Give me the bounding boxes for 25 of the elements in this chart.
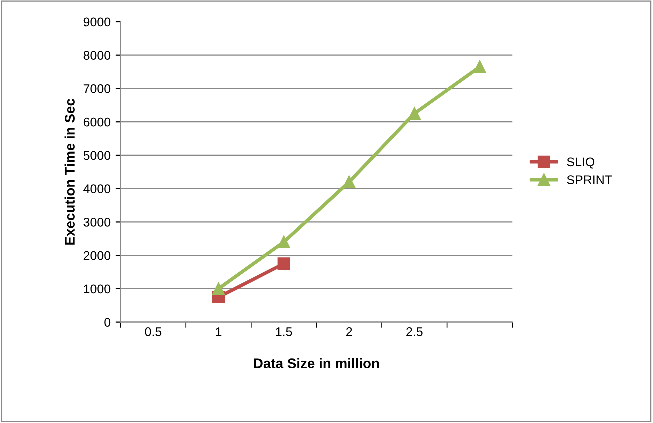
y-tick-label: 6000 (84, 118, 111, 127)
x-axis-title: Data Size in million (254, 358, 380, 368)
point (343, 176, 356, 188)
legend-label: SLIQ (567, 158, 595, 169)
y-axis-title: Execution Time in Sec (64, 98, 75, 245)
x-tick-label: 1.5 (276, 328, 292, 336)
y-tick-label: 9000 (84, 18, 111, 27)
y-tick-label: 1000 (84, 284, 111, 294)
legend-label: SPRINT (567, 176, 612, 184)
x-tick-label: 2 (346, 328, 352, 336)
point (278, 258, 290, 270)
y-tick-label: 5000 (84, 151, 111, 160)
x-tick-label: 1 (216, 328, 222, 336)
y-tick-label: 3000 (84, 218, 111, 227)
point (212, 282, 226, 296)
point (408, 108, 421, 120)
y-tick-label: 7000 (84, 84, 111, 94)
x-tick-label: 2.5 (406, 328, 423, 336)
point (278, 236, 290, 248)
y-tick-label: 8000 (84, 51, 111, 60)
y-tick-label: 4000 (84, 184, 111, 194)
y-tick-label: 0 (104, 318, 111, 327)
point (474, 60, 486, 74)
y-tick-label: 2000 (84, 251, 111, 260)
x-tick-label: 0.5 (145, 328, 162, 336)
